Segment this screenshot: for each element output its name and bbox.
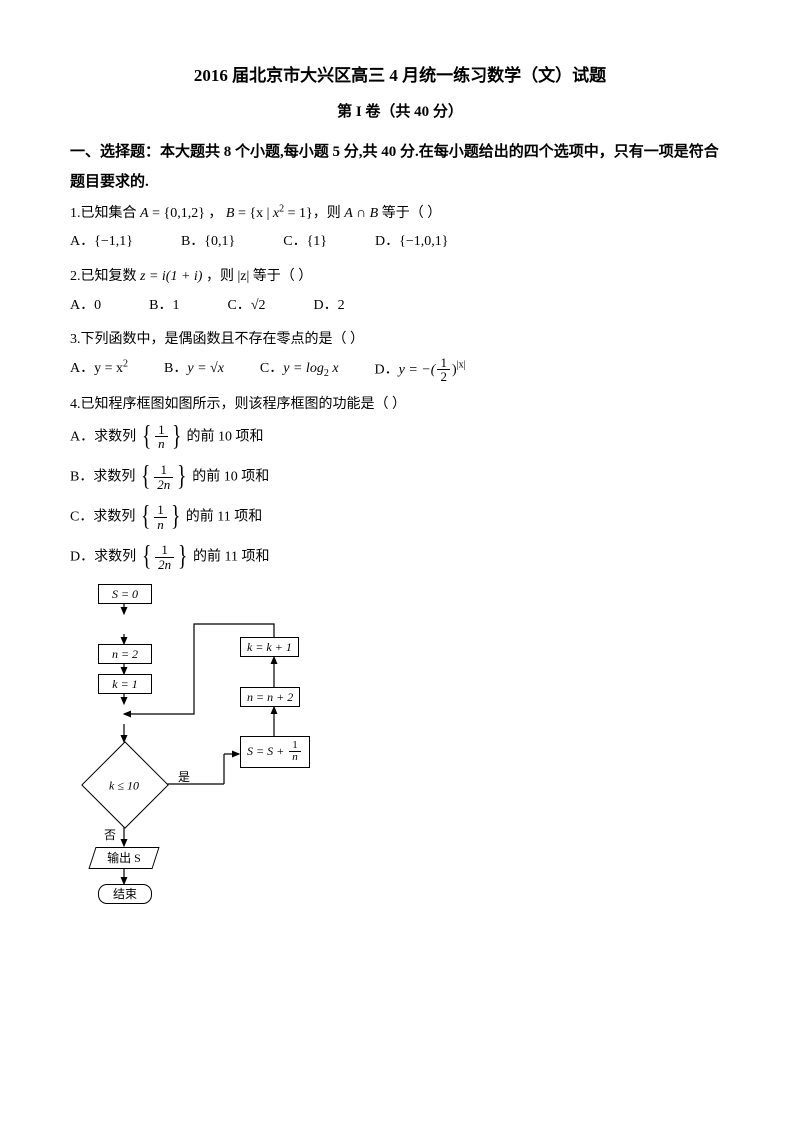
q1-B: B bbox=[226, 206, 235, 221]
section-header: 一、选择题：本大题共 8 个小题,每小题 5 分,共 40 分.在每小题给出的四… bbox=[70, 137, 730, 197]
flow-cond-txt: k ≤ 10 bbox=[109, 778, 139, 792]
flow-nn: n = n + 2 bbox=[240, 687, 300, 707]
flow-output-txt: 输出 S bbox=[93, 848, 155, 868]
q4-opt-b: B．求数列 {12n} 的前 10 项和 bbox=[70, 463, 730, 491]
q3-d-num: 1 bbox=[437, 356, 450, 371]
q1-opt-a: A．{−1,1} bbox=[70, 229, 133, 256]
flow-kk: k = k + 1 bbox=[240, 637, 299, 657]
q4-d-pre: D．求数列 bbox=[70, 550, 140, 565]
q4-c-num: 1 bbox=[154, 503, 167, 518]
q4-d-den: 2n bbox=[158, 557, 171, 572]
q1-opt-d: D．{−1,0,1} bbox=[375, 229, 448, 256]
flow-k1-txt: k = 1 bbox=[112, 677, 137, 691]
q4-options: A．求数列 {1n} 的前 10 项和 B．求数列 {12n} 的前 10 项和… bbox=[70, 423, 730, 572]
flow-ss-pre: S = S + bbox=[247, 744, 287, 758]
flow-ss-den: n bbox=[292, 751, 298, 763]
flow-k1: k = 1 bbox=[98, 674, 152, 694]
q4-a-num: 1 bbox=[155, 423, 168, 438]
flow-ss: S = S + 1n bbox=[240, 736, 310, 768]
q1-opt-c: C．{1} bbox=[283, 229, 327, 256]
q1-tail: 等于（ ） bbox=[382, 206, 442, 221]
q1-A: A bbox=[140, 206, 149, 221]
q2-mid: ，则 |z| 等于（ ） bbox=[206, 269, 312, 284]
q2-stem: 2.已知复数 bbox=[70, 269, 140, 284]
q4-b-pre: B．求数列 bbox=[70, 469, 139, 484]
q3-options: A．y = x2 B．y = √x C．y = log2 x D．y = −(1… bbox=[70, 356, 730, 384]
q3-b-body: y = √x bbox=[187, 361, 224, 376]
q4-b-post: 的前 10 项和 bbox=[189, 469, 270, 484]
q3-d-sup: |x| bbox=[457, 359, 466, 370]
flow-n2-txt: n = 2 bbox=[112, 647, 138, 661]
q4-a-den: n bbox=[158, 436, 165, 451]
q4-c-pre: C．求数列 bbox=[70, 510, 139, 525]
page-subtitle: 第 I 卷（共 40 分） bbox=[70, 98, 730, 127]
flow-output: 输出 S bbox=[88, 847, 159, 869]
flow-cond: k ≤ 10 bbox=[81, 741, 169, 829]
q1-setBpre: = {x | bbox=[238, 206, 273, 221]
flow-nn-txt: n = n + 2 bbox=[247, 690, 293, 704]
q4-opt-c: C．求数列 {1n} 的前 11 项和 bbox=[70, 503, 730, 531]
q1-comma: ， bbox=[208, 206, 222, 221]
q4-d-post: 的前 11 项和 bbox=[190, 550, 270, 565]
question-2: 2.已知复数 z = i(1 + i) ，则 |z| 等于（ ） bbox=[70, 264, 730, 291]
q1-eq: = bbox=[152, 206, 163, 221]
q3-b-pre: B． bbox=[164, 361, 187, 376]
flow-s0-txt: S = 0 bbox=[112, 587, 138, 601]
q2-options: A．0 B．1 C．√2 D．2 bbox=[70, 293, 730, 320]
q1-options: A．{−1,1} B．{0,1} C．{1} D．{−1,0,1} bbox=[70, 229, 730, 256]
q3-d-pre: D． bbox=[375, 362, 399, 377]
q1-cap: A ∩ B bbox=[344, 206, 378, 221]
q3-d-den: 2 bbox=[437, 370, 450, 384]
q4-c-den: n bbox=[157, 517, 164, 532]
q3-c-pre: C． bbox=[260, 361, 283, 376]
q3-opt-a: A．y = x2 bbox=[70, 356, 128, 384]
flow-end: 结束 bbox=[98, 884, 152, 904]
flow-n2: n = 2 bbox=[98, 644, 152, 664]
q1-opt-b: B．{0,1} bbox=[181, 229, 235, 256]
q3-opt-c: C．y = log2 x bbox=[260, 356, 339, 384]
q3-opt-d: D．y = −(12)|x| bbox=[375, 356, 466, 384]
q3-a-body: A．y = x bbox=[70, 361, 123, 376]
q2-c-pre: C． bbox=[227, 298, 250, 313]
q3-opt-b: B．y = √x bbox=[164, 356, 224, 384]
q4-opt-d: D．求数列 {12n} 的前 11 项和 bbox=[70, 543, 730, 571]
q2-z: z = i(1 + i) bbox=[140, 269, 202, 284]
q4-a-post: 的前 10 项和 bbox=[183, 429, 264, 444]
q1-sup: 2 bbox=[279, 203, 284, 214]
q2-opt-d: D．2 bbox=[314, 293, 345, 320]
q2-opt-a: A．0 bbox=[70, 293, 101, 320]
q3-c-tail: x bbox=[329, 361, 339, 376]
q4-b-num: 1 bbox=[154, 463, 173, 478]
q3-c-body: y = log bbox=[283, 361, 324, 376]
q3-a-sup: 2 bbox=[123, 358, 128, 369]
flow-kk-txt: k = k + 1 bbox=[247, 640, 292, 654]
q3-d-body: y = −( bbox=[399, 362, 436, 377]
q4-opt-a: A．求数列 {1n} 的前 10 项和 bbox=[70, 423, 730, 451]
flow-s0: S = 0 bbox=[98, 584, 152, 604]
q4-d-num: 1 bbox=[155, 543, 174, 558]
q2-opt-b: B．1 bbox=[149, 293, 179, 320]
q1-setA: {0,1,2} bbox=[163, 206, 204, 221]
q2-c-sqrt: √2 bbox=[251, 298, 266, 313]
q1-setBpost: = 1}，则 bbox=[288, 206, 345, 221]
question-1: 1.已知集合 A = {0,1,2} ， B = {x | x2 = 1}，则 … bbox=[70, 201, 730, 228]
q4-c-post: 的前 11 项和 bbox=[182, 510, 262, 525]
question-3: 3.下列函数中，是偶函数且不存在零点的是（ ） bbox=[70, 327, 730, 354]
q4-a-pre: A．求数列 bbox=[70, 429, 140, 444]
q1-text: 1.已知集合 bbox=[70, 206, 140, 221]
flow-yes-label: 是 bbox=[178, 766, 190, 789]
q4-b-den: 2n bbox=[157, 477, 170, 492]
flow-no-label: 否 bbox=[104, 824, 116, 847]
question-4: 4.已知程序框图如图所示，则该程序框图的功能是（ ） bbox=[70, 392, 730, 419]
page-title: 2016 届北京市大兴区高三 4 月统一练习数学（文）试题 bbox=[70, 60, 730, 92]
flowchart: 开始 S = 0 n = 2 k = 1 k ≤ 10 是 否 S = S + … bbox=[84, 584, 384, 924]
q2-opt-c: C．√2 bbox=[227, 293, 265, 320]
